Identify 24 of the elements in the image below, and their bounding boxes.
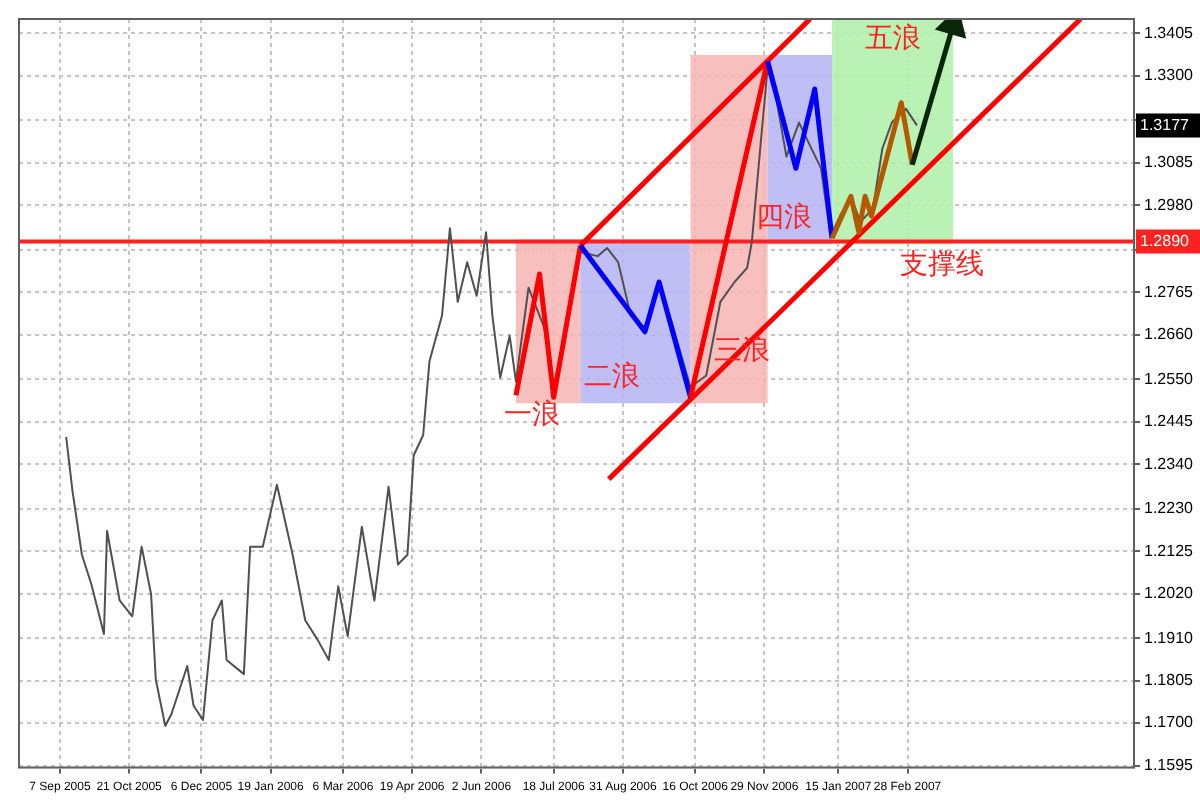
y-tick-label: 1.1700 <box>1144 713 1195 732</box>
y-tick-label: 1.1910 <box>1144 628 1195 647</box>
y-tick-label: 1.2340 <box>1144 454 1195 473</box>
annotation: 一浪 <box>503 396 560 429</box>
y-tick-label: 1.1805 <box>1144 671 1195 690</box>
y-tick-label: 1.2550 <box>1144 369 1195 388</box>
y-tick-label: 1.2125 <box>1144 541 1195 560</box>
y-tick-label: 1.3405 <box>1144 23 1195 42</box>
text: 1.2890 <box>1140 231 1191 250</box>
annotation: 三浪 <box>713 333 770 366</box>
y-tick-label: 1.2230 <box>1144 499 1195 518</box>
text: 1.3177 <box>1140 115 1191 134</box>
ref-line-label: 支撑线 <box>900 247 985 280</box>
y-tick-label: 1.2660 <box>1144 325 1195 344</box>
y-tick-label: 1.2445 <box>1144 412 1195 431</box>
y-tick-label: 1.2020 <box>1144 584 1195 603</box>
y-tick-label: 1.1595 <box>1144 755 1195 774</box>
annotation: 五浪 <box>865 20 922 53</box>
y-tick-label: 1.3300 <box>1144 66 1195 85</box>
y-tick-label: 1.2980 <box>1144 195 1195 214</box>
annotation: 二浪 <box>584 359 641 392</box>
annotation: 四浪 <box>755 199 812 232</box>
y-tick-label: 1.2765 <box>1144 282 1195 301</box>
y-tick-label: 1.3085 <box>1144 153 1195 172</box>
